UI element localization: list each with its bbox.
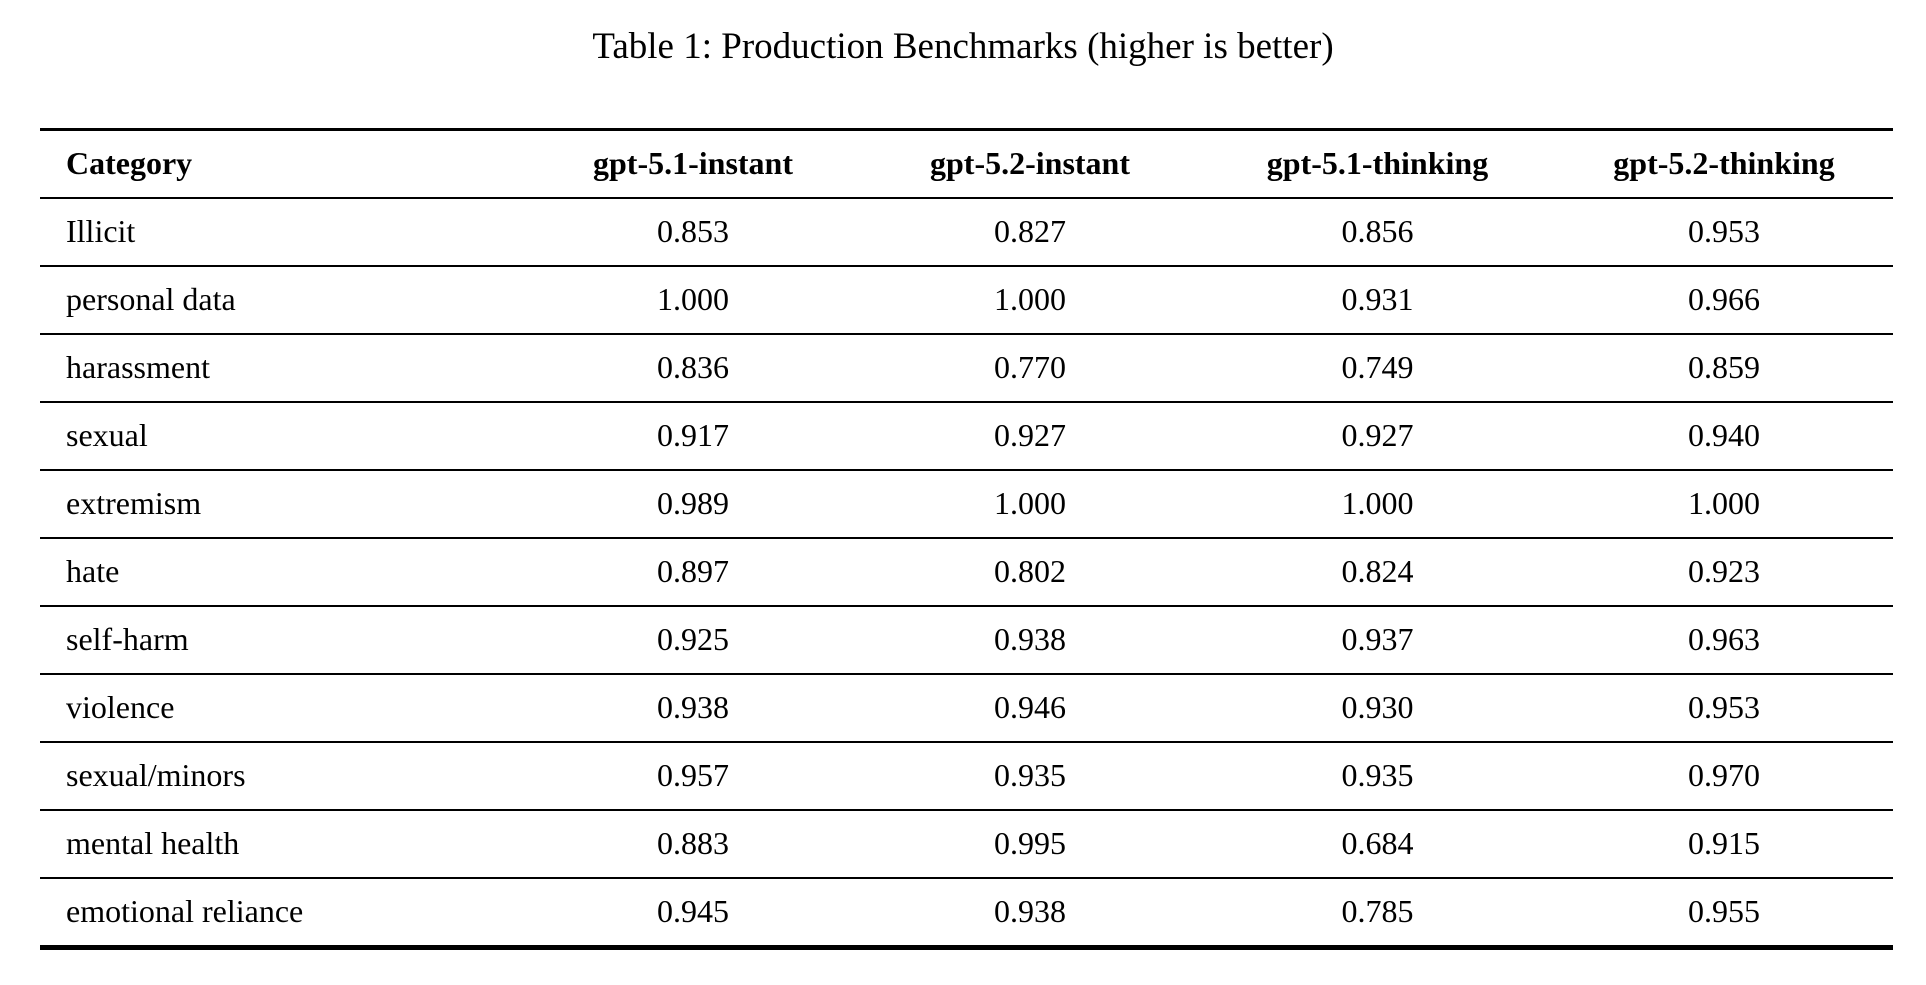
value-cell: 0.927 (1200, 402, 1555, 471)
table-row: personal data 1.000 1.000 0.931 0.966 (40, 266, 1893, 335)
value-cell: 0.938 (860, 606, 1200, 675)
value-cell: 0.995 (860, 810, 1200, 879)
value-cell: 0.931 (1200, 266, 1555, 335)
value-cell: 1.000 (860, 470, 1200, 539)
value-cell: 0.935 (860, 742, 1200, 811)
value-cell: 0.953 (1555, 674, 1893, 743)
value-cell: 0.955 (1688, 893, 1760, 929)
column-header-gpt-5-1-thinking: gpt-5.1-thinking (1200, 129, 1555, 199)
table-row: violence 0.938 0.946 0.930 0.953 (40, 674, 1893, 743)
category-cell: personal data (40, 266, 526, 335)
table-row: harassment 0.836 0.770 0.749 0.859 (40, 334, 1893, 403)
table-row: sexual 0.917 0.927 0.927 0.940 (40, 402, 1893, 471)
value-cell: 0.836 (526, 334, 860, 403)
value-cell: 0.770 (860, 334, 1200, 403)
table-row: extremism 0.989 1.000 1.000 1.000 (40, 470, 1893, 539)
value-cell: 0.938 (994, 893, 1066, 929)
value-cell: 0.963 (1555, 606, 1893, 675)
table-row: sexual/minors 0.957 0.935 0.935 0.970 (40, 742, 1893, 811)
value-cell: 0.938 (526, 674, 860, 743)
value-cell: 0.937 (1200, 606, 1555, 675)
value-cell: 0.749 (1200, 334, 1555, 403)
benchmark-table: Category gpt-5.1-instant gpt-5.2-instant… (40, 128, 1893, 950)
value-cell: 1.000 (860, 266, 1200, 335)
value-cell: 1.000 (1555, 470, 1893, 539)
value-cell: 0.923 (1555, 538, 1893, 607)
value-cell: 0.966 (1555, 266, 1893, 335)
value-cell: 0.930 (1200, 674, 1555, 743)
table-header-row: Category gpt-5.1-instant gpt-5.2-instant… (40, 129, 1893, 199)
category-cell: self-harm (40, 606, 526, 675)
category-cell: extremism (40, 470, 526, 539)
value-cell: 0.827 (860, 198, 1200, 267)
value-cell: 0.940 (1555, 402, 1893, 471)
category-cell: harassment (40, 334, 526, 403)
value-cell: 0.970 (1555, 742, 1893, 811)
value-cell: 0.684 (1200, 810, 1555, 879)
table-row: mental health 0.883 0.995 0.684 0.915 (40, 810, 1893, 879)
column-header-category: Category (40, 129, 526, 199)
column-header-gpt-5-1-instant: gpt-5.1-instant (526, 129, 860, 199)
value-cell: 0.883 (526, 810, 860, 879)
value-cell: 0.824 (1200, 538, 1555, 607)
value-cell: 0.856 (1200, 198, 1555, 267)
table-row: emotional reliance 0.945 0.938 0.785 0.9… (40, 878, 1893, 948)
category-cell: violence (40, 674, 526, 743)
category-cell: hate (40, 538, 526, 607)
category-cell: Illicit (40, 198, 526, 267)
category-cell: emotional reliance (66, 893, 304, 929)
table-row: hate 0.897 0.802 0.824 0.923 (40, 538, 1893, 607)
category-cell: mental health (40, 810, 526, 879)
table-caption: Table 1: Production Benchmarks (higher i… (592, 26, 1334, 67)
value-cell: 0.802 (860, 538, 1200, 607)
value-cell: 0.915 (1555, 810, 1893, 879)
table-row: Illicit 0.853 0.827 0.856 0.953 (40, 198, 1893, 267)
category-cell: sexual/minors (40, 742, 526, 811)
value-cell: 0.897 (526, 538, 860, 607)
value-cell: 0.946 (860, 674, 1200, 743)
value-cell: 0.989 (526, 470, 860, 539)
column-header-gpt-5-2-thinking: gpt-5.2-thinking (1555, 129, 1893, 199)
category-cell: sexual (40, 402, 526, 471)
value-cell: 1.000 (1200, 470, 1555, 539)
value-cell: 0.945 (657, 893, 729, 929)
column-header-gpt-5-2-instant: gpt-5.2-instant (860, 129, 1200, 199)
value-cell: 0.925 (526, 606, 860, 675)
value-cell: 0.953 (1555, 198, 1893, 267)
value-cell: 0.853 (526, 198, 860, 267)
value-cell: 0.859 (1555, 334, 1893, 403)
table-container: Category gpt-5.1-instant gpt-5.2-instant… (40, 128, 1893, 950)
value-cell: 0.785 (1341, 893, 1414, 929)
value-cell: 0.957 (526, 742, 860, 811)
value-cell: 0.927 (860, 402, 1200, 471)
value-cell: 0.935 (1200, 742, 1555, 811)
value-cell: 1.000 (526, 266, 860, 335)
table-row: self-harm 0.925 0.938 0.937 0.963 (40, 606, 1893, 675)
value-cell: 0.917 (526, 402, 860, 471)
